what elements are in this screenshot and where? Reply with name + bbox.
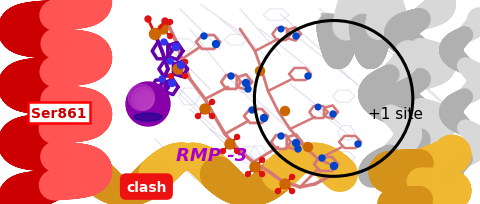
- Circle shape: [330, 111, 336, 118]
- Circle shape: [355, 141, 361, 147]
- Circle shape: [201, 34, 207, 40]
- Circle shape: [303, 143, 312, 152]
- Circle shape: [126, 83, 170, 126]
- Circle shape: [167, 59, 173, 65]
- Circle shape: [182, 74, 188, 79]
- Circle shape: [228, 74, 234, 80]
- Circle shape: [315, 105, 321, 110]
- Circle shape: [210, 100, 215, 105]
- Circle shape: [261, 115, 267, 122]
- Circle shape: [235, 135, 240, 140]
- Circle shape: [249, 108, 255, 113]
- Circle shape: [319, 155, 325, 161]
- Circle shape: [260, 158, 264, 163]
- Circle shape: [305, 74, 311, 80]
- Circle shape: [168, 74, 173, 79]
- Circle shape: [289, 189, 295, 194]
- Circle shape: [280, 107, 289, 116]
- Circle shape: [245, 86, 251, 93]
- Circle shape: [134, 91, 154, 110]
- Circle shape: [245, 172, 251, 177]
- Text: RMP -3: RMP -3: [176, 146, 247, 164]
- Circle shape: [173, 65, 183, 75]
- Circle shape: [128, 85, 155, 111]
- Circle shape: [242, 80, 250, 87]
- Circle shape: [220, 149, 226, 154]
- Circle shape: [200, 104, 210, 114]
- Circle shape: [331, 163, 337, 170]
- Circle shape: [276, 189, 280, 194]
- Circle shape: [278, 27, 284, 33]
- Circle shape: [172, 44, 180, 51]
- Circle shape: [255, 67, 264, 76]
- Text: Ser861: Ser861: [31, 106, 87, 120]
- Circle shape: [278, 133, 284, 139]
- Circle shape: [260, 172, 264, 177]
- Circle shape: [182, 60, 188, 65]
- Circle shape: [158, 25, 168, 35]
- Circle shape: [168, 34, 173, 39]
- Circle shape: [168, 20, 173, 25]
- Circle shape: [213, 41, 219, 48]
- Circle shape: [161, 40, 167, 46]
- Circle shape: [137, 94, 153, 110]
- Circle shape: [250, 162, 260, 172]
- Ellipse shape: [134, 113, 162, 121]
- Circle shape: [168, 80, 176, 87]
- Circle shape: [195, 114, 201, 119]
- Circle shape: [210, 114, 215, 119]
- Circle shape: [145, 17, 151, 23]
- Circle shape: [149, 29, 160, 40]
- Circle shape: [159, 77, 165, 83]
- Circle shape: [162, 19, 168, 25]
- Circle shape: [141, 97, 153, 109]
- Circle shape: [295, 146, 301, 152]
- Text: clash: clash: [126, 180, 167, 194]
- Circle shape: [280, 179, 290, 189]
- Circle shape: [225, 139, 235, 149]
- Circle shape: [292, 140, 300, 147]
- Circle shape: [289, 175, 295, 180]
- Circle shape: [178, 62, 184, 69]
- Circle shape: [293, 34, 299, 40]
- Text: +1 site: +1 site: [369, 107, 423, 122]
- Circle shape: [154, 34, 158, 39]
- Circle shape: [132, 88, 154, 111]
- Circle shape: [235, 149, 240, 154]
